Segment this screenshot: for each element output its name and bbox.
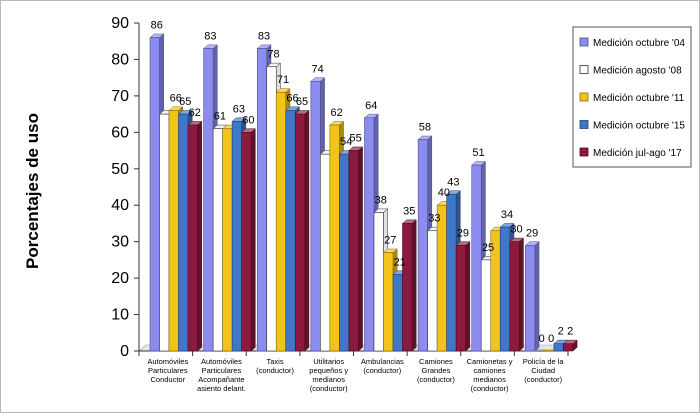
y-tick-label: 20 xyxy=(111,270,129,287)
data-label: 25 xyxy=(482,242,494,254)
bar xyxy=(240,128,257,352)
x-tick-label: Taxis (conductor) xyxy=(256,357,294,375)
y-tick-label: 60 xyxy=(111,124,129,141)
y-tick-label: 50 xyxy=(111,161,129,178)
data-label: 0 xyxy=(548,333,554,345)
data-label: 40 xyxy=(438,187,450,199)
data-label: 51 xyxy=(472,147,484,159)
x-tick-label: Camionetas y camiones medianos (conductor) xyxy=(467,357,513,393)
data-label: 62 xyxy=(331,107,343,119)
data-label: 30 xyxy=(510,224,522,236)
data-label: 38 xyxy=(375,195,387,207)
data-label: 29 xyxy=(526,227,538,239)
legend-entry: Medición octubre '04 xyxy=(593,38,685,49)
data-label: 2 xyxy=(558,326,564,338)
data-label: 34 xyxy=(501,209,513,221)
data-label: 64 xyxy=(365,100,377,112)
data-label: 66 xyxy=(286,92,298,104)
y-tick-label: 40 xyxy=(111,197,129,214)
legend-entry: Medición agosto '08 xyxy=(593,66,682,77)
bar xyxy=(524,241,540,352)
data-label: 60 xyxy=(242,114,254,126)
legend-swatch xyxy=(579,120,589,129)
bar xyxy=(187,120,203,352)
data-label: 78 xyxy=(267,49,279,61)
data-label: 54 xyxy=(340,136,352,148)
y-tick-label: 80 xyxy=(111,51,129,68)
data-label: 0 xyxy=(539,333,545,345)
y-axis-label: Porcentajes de uso xyxy=(23,113,42,269)
x-tick-label: Automóviles Particulares Conductor xyxy=(147,357,188,384)
data-label: 29 xyxy=(457,227,469,239)
y-tick-label: 90 xyxy=(111,15,129,32)
data-label: 35 xyxy=(403,205,415,217)
data-label: 86 xyxy=(151,20,163,32)
data-label: 55 xyxy=(350,133,362,145)
y-tick-label: 70 xyxy=(111,88,129,105)
x-tick-label: Ambulancias (conductor) xyxy=(361,357,404,375)
x-tick-label: Utilitarios pequeños y medianos (conductor) xyxy=(309,357,348,393)
data-label: 2 xyxy=(567,326,573,338)
bar xyxy=(562,339,578,352)
data-label: 66 xyxy=(170,92,182,104)
data-label: 33 xyxy=(428,213,440,225)
y-tick-label: 0 xyxy=(120,343,129,360)
data-label: 83 xyxy=(258,31,270,43)
data-label: 43 xyxy=(447,176,459,188)
legend-swatch xyxy=(579,65,589,74)
data-label: 21 xyxy=(394,256,406,268)
data-label: 62 xyxy=(189,107,201,119)
legend-entry: Medición jul-ago '17 xyxy=(593,148,682,159)
data-label: 74 xyxy=(312,63,324,75)
bar xyxy=(534,349,545,352)
x-tick-label: Policía de la Ciudad (conductor) xyxy=(523,357,565,384)
legend-swatch xyxy=(579,147,589,157)
data-label: 65 xyxy=(179,96,191,108)
legend-box xyxy=(572,26,692,168)
bar xyxy=(455,241,471,352)
data-label: 63 xyxy=(233,103,245,115)
legend-swatch xyxy=(579,37,589,47)
bar xyxy=(401,219,417,352)
bar xyxy=(348,146,364,352)
data-label: 71 xyxy=(277,74,289,86)
legend-entry: Medición octubre '11 xyxy=(593,93,685,104)
bar xyxy=(294,109,310,352)
bar xyxy=(509,237,525,352)
y-tick-label: 30 xyxy=(111,234,129,251)
data-label: 61 xyxy=(214,111,226,123)
y-tick-label: 10 xyxy=(111,307,129,324)
bar xyxy=(544,349,555,352)
data-label: 83 xyxy=(204,31,216,43)
legend: Medición octubre '04 Medición agosto '08 M… xyxy=(572,26,692,168)
data-label: 27 xyxy=(384,235,396,247)
legend-swatch xyxy=(579,92,589,102)
legend-entry: Medición octubre '15 xyxy=(593,121,685,132)
data-label: 58 xyxy=(419,122,431,134)
x-tick-label: Automóviles Particulares Acompañante asient… xyxy=(197,357,246,393)
data-label: 65 xyxy=(296,96,308,108)
x-tick-label: Camiones Grandes (conductor) xyxy=(417,357,455,384)
